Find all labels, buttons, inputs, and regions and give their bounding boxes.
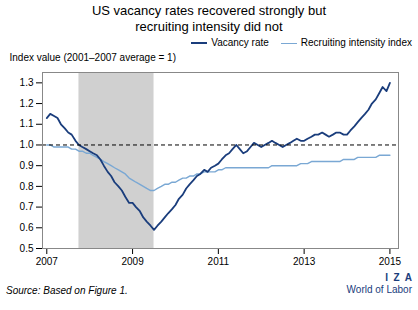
svg-text:1.2: 1.2 xyxy=(20,98,34,109)
html-text:World of Labor: World of Labor xyxy=(346,284,412,296)
html-text:Vacancy rate: Vacancy rate xyxy=(211,37,269,49)
html-text:I Z A: I Z A xyxy=(385,272,412,284)
svg-text:2007: 2007 xyxy=(36,256,59,267)
svg-text:1.0: 1.0 xyxy=(20,139,34,150)
svg-text:2011: 2011 xyxy=(208,256,230,267)
svg-text:2013: 2013 xyxy=(293,256,316,267)
svg-text:2015: 2015 xyxy=(379,256,402,267)
svg-text:2009: 2009 xyxy=(121,256,144,267)
svg-text:1.1: 1.1 xyxy=(20,119,34,130)
svg-text:Index value (2001–2007 average: Index value (2001–2007 average = 1) xyxy=(10,52,177,63)
svg-text:0.9: 0.9 xyxy=(20,160,34,171)
html-text:Source: Based on Figure 1.: Source: Based on Figure 1. xyxy=(6,285,128,297)
svg-text:0.6: 0.6 xyxy=(20,222,34,233)
svg-text:0.5: 0.5 xyxy=(20,243,34,254)
svg-text:1.3: 1.3 xyxy=(20,77,34,88)
svg-text:0.7: 0.7 xyxy=(20,201,34,212)
svg-text:0.8: 0.8 xyxy=(20,181,34,192)
html-text:US vacancy rates recovered str: US vacancy rates recovered strongly but … xyxy=(91,3,326,34)
html-text:Recruiting intensity index: Recruiting intensity index xyxy=(300,37,412,49)
